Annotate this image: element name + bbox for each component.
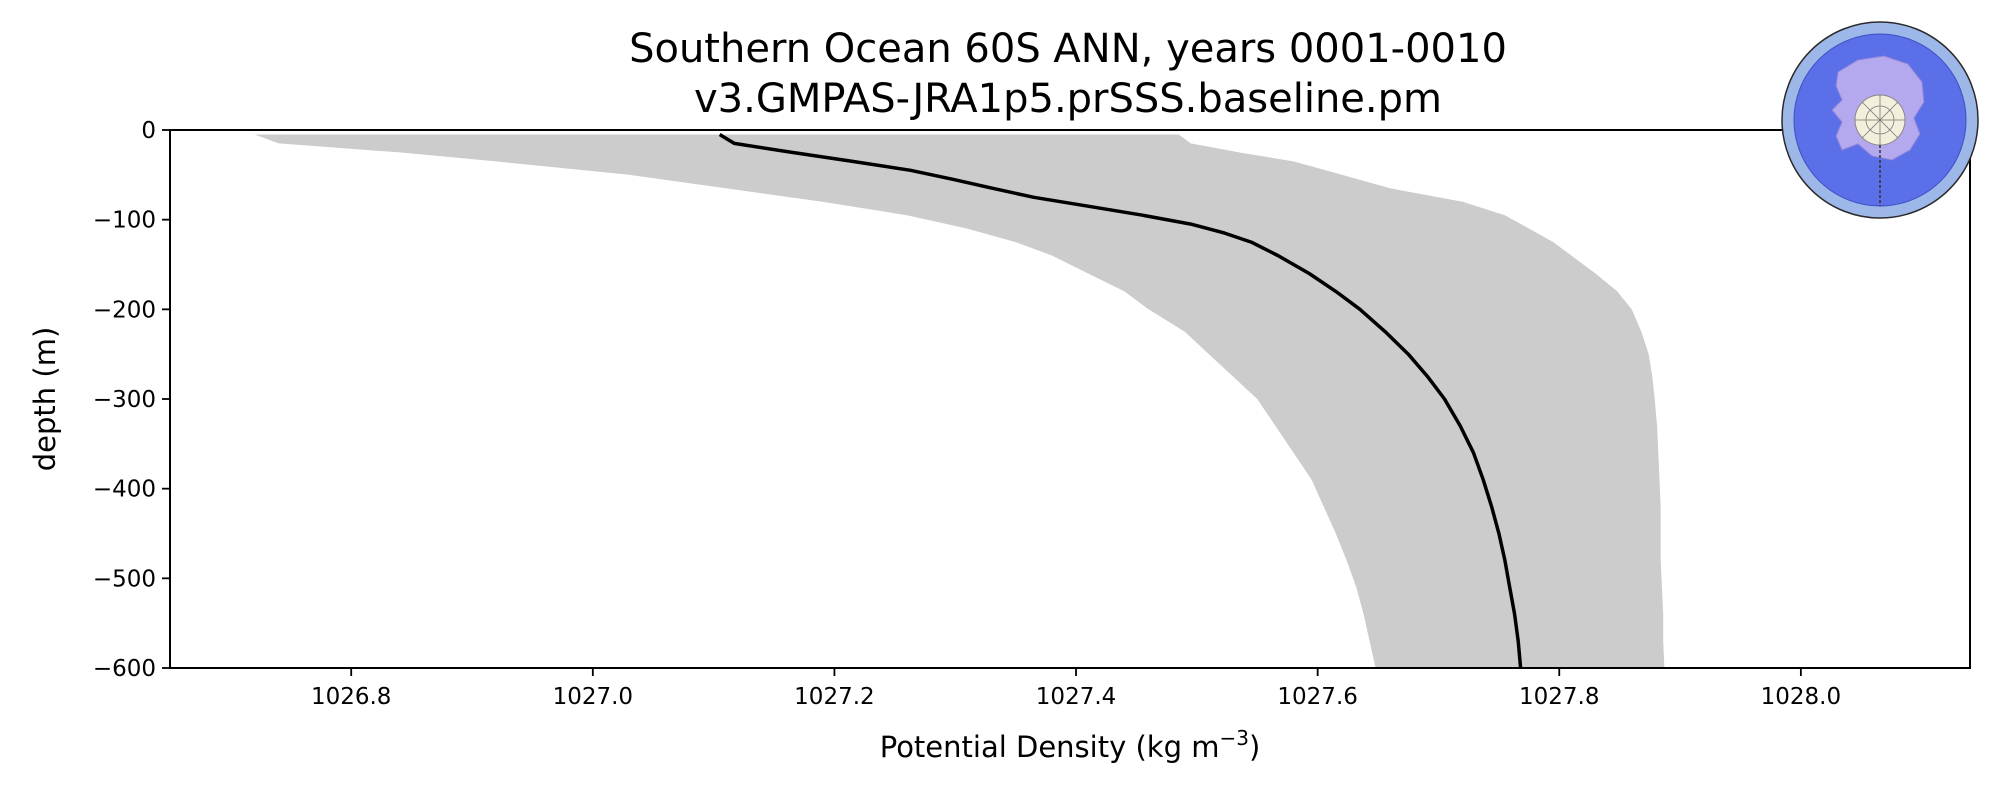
plot-area xyxy=(254,133,1665,669)
chart-subtitle: v3.GMPAS-JRA1p5.prSSS.baseline.pm xyxy=(694,76,1442,122)
inset-graticule xyxy=(1855,95,1905,145)
y-tick-label: −200 xyxy=(93,297,156,323)
x-tick-label: 1028.0 xyxy=(1761,684,1841,710)
y-axis-ticks: 0 −100 −200 −300 −400 −500 −600 xyxy=(93,118,170,682)
x-axis-label: Potential Density (kg m−3) xyxy=(880,726,1261,764)
y-tick-label: 0 xyxy=(141,118,156,144)
x-tick-label: 1027.8 xyxy=(1519,684,1599,710)
x-tick-label: 1027.0 xyxy=(553,684,633,710)
y-tick-label: −500 xyxy=(93,566,156,592)
y-tick-label: −300 xyxy=(93,387,156,413)
y-tick-label: −600 xyxy=(93,656,156,682)
x-tick-label: 1026.8 xyxy=(311,684,391,710)
x-axis-label-suffix: ) xyxy=(1249,730,1260,764)
mean-density-line xyxy=(718,133,1523,669)
x-axis-label-text: Potential Density (kg m xyxy=(880,730,1220,764)
x-tick-label: 1027.4 xyxy=(1036,684,1116,710)
x-axis-label-superscript: −3 xyxy=(1219,726,1248,750)
x-tick-label: 1027.2 xyxy=(794,684,874,710)
x-axis-ticks: 1026.8 1027.0 1027.2 1027.4 1027.6 1027.8 1028… xyxy=(311,668,1841,710)
antarctic-globe-icon xyxy=(1781,21,1979,219)
y-axis-label: depth (m) xyxy=(28,327,62,472)
y-tick-label: −400 xyxy=(93,477,156,503)
chart-title: Southern Ocean 60S ANN, years 0001-0010 xyxy=(629,26,1507,72)
x-tick-label: 1027.6 xyxy=(1277,684,1357,710)
y-tick-label: −100 xyxy=(93,208,156,234)
density-range-band xyxy=(254,134,1665,668)
